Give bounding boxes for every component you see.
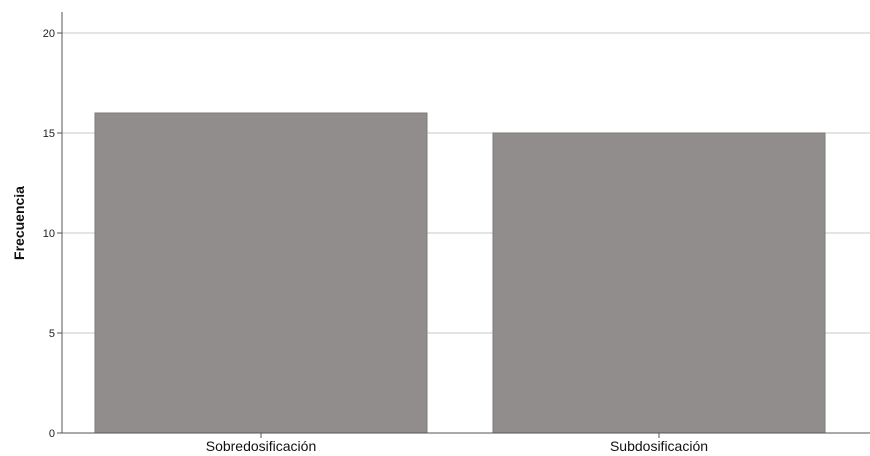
y-tick-label: 10 <box>43 228 55 240</box>
tick-labels: 0 5 10 15 20 Sobredosificación Subdosificación <box>43 28 708 454</box>
y-tick-label: 15 <box>43 128 55 140</box>
x-category-label: Sobredosificación <box>206 438 317 454</box>
axes <box>57 12 870 438</box>
bar <box>492 132 826 434</box>
y-tick-label: 0 <box>49 428 55 440</box>
y-tick-label: 20 <box>43 28 55 40</box>
bars <box>94 112 826 434</box>
x-category-label: Subdosificación <box>610 438 708 454</box>
y-tick-label: 5 <box>49 328 55 340</box>
bar <box>94 112 428 434</box>
y-axis-title: Frecuencia <box>11 186 27 260</box>
